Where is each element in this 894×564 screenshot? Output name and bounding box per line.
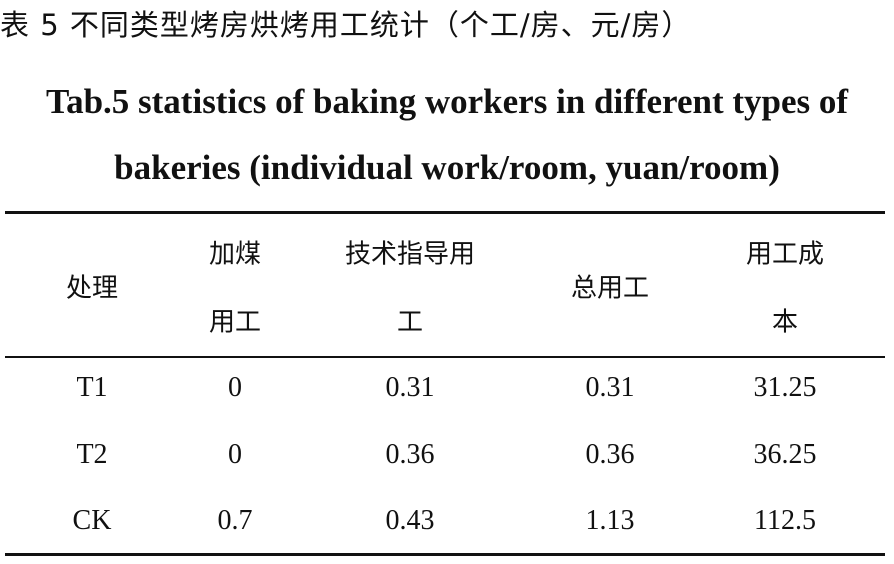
header-total-labor: 总用工 xyxy=(570,273,650,304)
cell: 0 xyxy=(228,372,242,403)
cell: 0 xyxy=(228,439,242,470)
table-caption-english-line1: Tab.5 statistics of baking workers in di… xyxy=(45,82,849,121)
header-labor-cost-line2: 本 xyxy=(771,307,799,338)
header-tech-guidance-line1: 技术指导用 xyxy=(344,239,476,270)
cell: 0.31 xyxy=(385,372,435,403)
header-rule xyxy=(5,356,885,358)
cell: 0.31 xyxy=(585,372,635,403)
table-caption-english-line2: bakeries (individual work/room, yuan/roo… xyxy=(114,148,780,187)
header-treatment: 处理 xyxy=(65,273,119,304)
table-caption-chinese: 表 5 不同类型烤房烘烤用工统计（个工/房、元/房） xyxy=(0,8,692,42)
bottom-rule xyxy=(5,553,885,556)
cell: 1.13 xyxy=(585,505,635,536)
cell: 0.7 xyxy=(217,505,253,536)
header-labor-cost-line1: 用工成 xyxy=(745,239,825,270)
cell: 0.43 xyxy=(385,505,435,536)
cell: T2 xyxy=(76,439,108,470)
header-tech-guidance-line2: 工 xyxy=(396,307,424,338)
header-coal-labor-line2: 用工 xyxy=(208,307,262,338)
cell: 31.25 xyxy=(753,372,817,403)
cell: 0.36 xyxy=(585,439,635,470)
header-coal-labor-line1: 加煤 xyxy=(208,239,262,270)
cell: 36.25 xyxy=(753,439,817,470)
cell: 112.5 xyxy=(754,505,816,536)
cell: T1 xyxy=(76,372,108,403)
cell: 0.36 xyxy=(385,439,435,470)
cell: CK xyxy=(72,505,112,536)
top-rule xyxy=(5,211,885,214)
